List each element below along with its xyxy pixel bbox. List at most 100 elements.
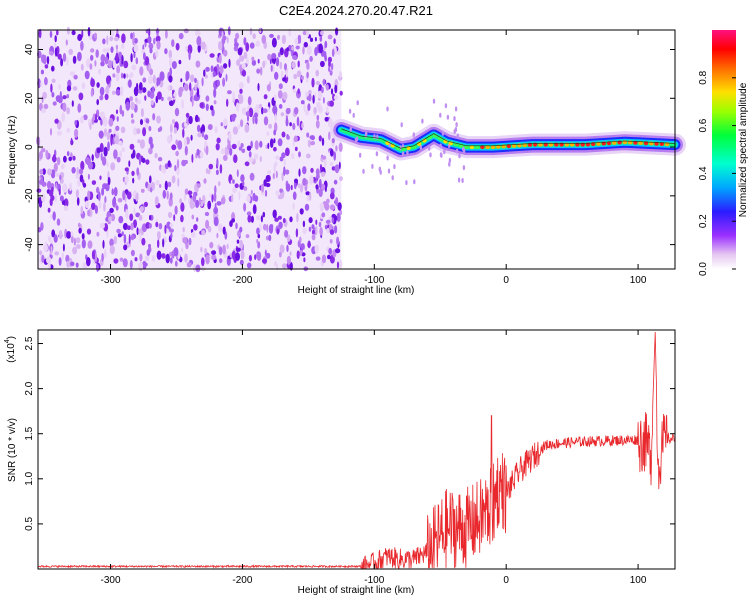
noise-blob [95,113,97,124]
noise-blob [337,202,342,211]
noise-blob [222,77,226,87]
noise-blob [211,108,215,117]
noise-blob [302,46,305,55]
noise-blob [145,159,150,165]
noise-blob [156,115,161,124]
noise-blob [254,112,258,118]
noise-blob [77,222,81,228]
noise-blob [328,66,331,72]
snr-series-line [37,331,675,569]
noise-blob [218,258,223,264]
noise-blob [298,37,302,43]
noise-blob [185,74,188,82]
noise-blob [281,171,284,182]
noise-blob [216,79,220,87]
noise-blob [186,262,192,268]
noise-blob [246,145,252,151]
noise-blob [58,230,63,240]
noise-blob [282,218,286,223]
noise-blob [327,254,331,260]
noise-blob [84,156,91,165]
noise-blob [126,191,132,200]
noise-blob [171,175,176,184]
x-tick-label: -300 [101,575,121,586]
figure-title: C2E4.2024.270.20.47.R21 [279,3,433,18]
y-tick-label: 2.0 [24,381,35,395]
noise-blob [256,239,259,244]
noise-blob [108,128,112,133]
noise-blob [115,125,120,131]
noise-blob [41,193,46,203]
noise-blob [60,58,64,67]
noise-blob [111,90,116,95]
noise-blob [148,42,154,50]
noise-blob [239,55,245,62]
signal-speck [419,144,422,150]
noise-blob [82,182,87,188]
noise-blob [113,187,118,197]
colorbar-tick-label: 0.8 [698,70,709,84]
noise-blob [76,244,81,249]
noise-blob [205,103,209,112]
noise-blob [200,127,203,134]
noise-blob [156,40,161,50]
noise-blob [187,44,193,55]
noise-blob [338,142,343,152]
noise-blob [333,151,337,161]
noise-blob [281,131,286,138]
noise-blob [293,73,298,80]
noise-blob [238,190,241,201]
noise-blob [104,56,109,65]
noise-blob [314,47,318,56]
noise-blob [281,152,286,159]
noise-blob [292,202,295,210]
noise-blob [339,90,343,96]
signal-peak-dot [416,141,422,146]
noise-blob [328,131,331,141]
noise-blob [241,148,246,153]
noise-blob [307,103,311,111]
noise-blob [182,237,188,244]
noise-blob [119,55,122,65]
x-tick-label: -200 [232,275,252,286]
noise-blob [72,55,77,64]
noise-blob [278,104,283,109]
noise-blob [90,54,94,61]
noise-blob [129,73,133,79]
noise-blob [191,231,196,238]
noise-blob [174,260,178,267]
noise-blob [63,198,69,208]
noise-blob [148,147,153,155]
noise-blob [262,108,268,113]
noise-blob [62,183,68,193]
noise-blob [105,85,110,95]
noise-blob [256,227,260,235]
noise-blob [78,168,84,175]
noise-blob [84,70,90,80]
noise-blob [181,247,184,253]
noise-blob [216,137,221,144]
noise-blob [324,40,328,49]
noise-blob [75,189,79,198]
noise-blob [54,194,57,203]
noise-blob [283,158,286,166]
noise-blob [80,40,84,51]
noise-blob [53,234,58,243]
noise-blob [52,211,56,221]
noise-blob [183,83,189,92]
noise-blob [77,51,82,62]
noise-blob [300,243,305,250]
noise-blob [178,32,184,40]
noise-blob [89,122,92,130]
noise-blob [329,229,335,235]
noise-blob [299,208,304,215]
noise-blob [136,227,139,236]
signal-speck [386,106,389,112]
noise-blob [218,41,223,51]
noise-blob [272,105,278,115]
noise-blob [130,234,135,241]
noise-blob [45,149,49,159]
noise-blob [247,215,252,223]
noise-blob [215,169,219,176]
noise-blob [294,178,298,183]
